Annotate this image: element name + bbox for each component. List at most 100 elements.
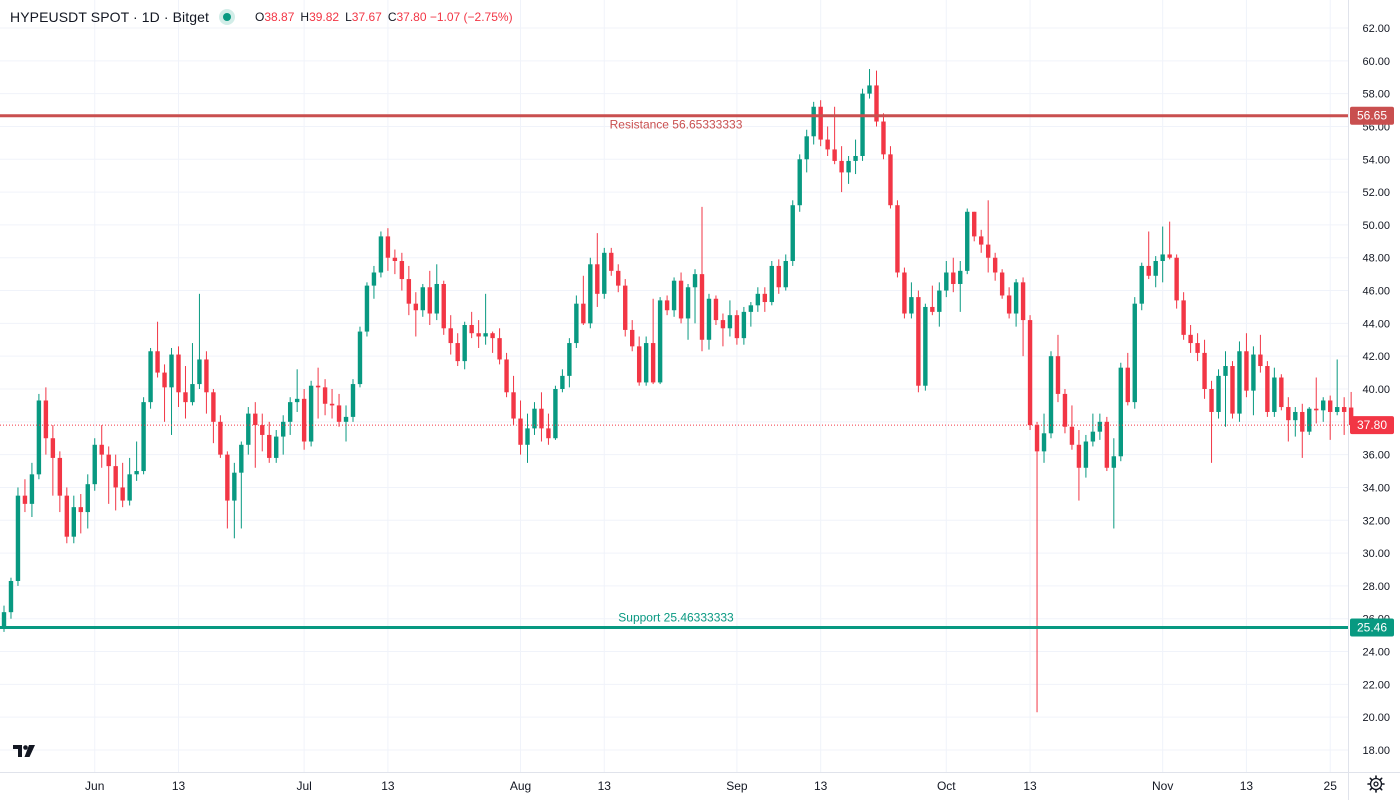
candle[interactable] [274, 430, 279, 463]
candle[interactable] [448, 315, 453, 355]
candle[interactable] [937, 282, 942, 327]
candle[interactable] [490, 331, 495, 353]
candle[interactable] [462, 321, 467, 370]
candle[interactable] [616, 264, 621, 293]
candle[interactable] [1230, 361, 1235, 419]
candle[interactable] [1048, 351, 1054, 439]
candle[interactable] [92, 438, 97, 491]
candle[interactable] [581, 275, 586, 326]
candle[interactable] [1006, 287, 1012, 319]
candle[interactable] [867, 69, 872, 99]
candle[interactable] [588, 257, 593, 329]
candle[interactable] [1265, 361, 1270, 417]
candle[interactable] [162, 364, 167, 422]
candle[interactable] [965, 208, 970, 275]
candle[interactable] [1300, 403, 1305, 458]
candle[interactable] [979, 229, 984, 253]
candle[interactable] [1020, 277, 1026, 357]
candle[interactable] [553, 385, 558, 440]
candle[interactable] [420, 283, 425, 317]
candle[interactable] [727, 300, 733, 337]
candle[interactable] [15, 487, 21, 586]
candle[interactable] [776, 259, 781, 294]
candle[interactable] [169, 347, 174, 435]
candle[interactable] [630, 320, 635, 352]
time-axis[interactable]: Jun 13 Jul 13 Aug 13 Sep 13 Oct 13 Nov 13 25 [0, 772, 1400, 794]
candle[interactable] [504, 352, 509, 398]
candle[interactable] [539, 392, 544, 442]
candle[interactable] [951, 257, 956, 293]
candle[interactable] [790, 200, 795, 266]
candle[interactable] [1258, 334, 1263, 373]
candle[interactable] [992, 252, 998, 281]
candle[interactable] [204, 351, 209, 414]
candle[interactable] [148, 347, 153, 409]
candle[interactable] [315, 367, 321, 419]
candle[interactable] [190, 343, 195, 406]
candle[interactable] [336, 393, 342, 427]
candle[interactable] [881, 113, 886, 160]
candle[interactable] [888, 146, 893, 209]
candle[interactable] [1076, 430, 1082, 501]
candle[interactable] [734, 310, 740, 345]
candle[interactable] [1307, 407, 1312, 435]
candle[interactable] [232, 462, 237, 539]
candle[interactable] [120, 462, 125, 508]
candle[interactable] [518, 400, 523, 455]
candle[interactable] [1251, 346, 1256, 416]
candle[interactable] [825, 126, 830, 156]
candle[interactable] [197, 293, 202, 389]
candle[interactable] [413, 292, 419, 337]
candle[interactable] [434, 264, 439, 321]
candle[interactable] [1237, 341, 1242, 422]
candle[interactable] [609, 247, 614, 276]
candle[interactable] [497, 328, 502, 365]
candle[interactable] [218, 415, 223, 458]
candle[interactable] [671, 277, 677, 317]
tradingview-logo-icon[interactable] [8, 738, 40, 764]
candle[interactable] [818, 100, 823, 147]
candle[interactable] [860, 88, 865, 161]
candle[interactable] [253, 402, 258, 468]
candle[interactable] [1013, 279, 1019, 327]
candle[interactable] [155, 321, 160, 378]
candle[interactable] [525, 413, 530, 463]
candle[interactable] [294, 369, 300, 412]
candle[interactable] [720, 313, 726, 347]
candle[interactable] [1195, 333, 1200, 362]
candle[interactable] [43, 387, 49, 455]
candle[interactable] [748, 302, 754, 327]
candle[interactable] [483, 293, 488, 345]
candle[interactable] [1034, 421, 1040, 713]
candle[interactable] [1181, 292, 1186, 340]
candle[interactable] [1041, 413, 1047, 463]
candle[interactable] [1069, 405, 1075, 450]
candle[interactable] [846, 155, 851, 184]
candle[interactable] [1125, 352, 1130, 406]
candle[interactable] [239, 441, 244, 529]
candle[interactable] [1139, 262, 1144, 311]
candle[interactable] [1160, 226, 1165, 283]
candle[interactable] [29, 462, 35, 517]
candle[interactable] [1167, 221, 1172, 260]
candle[interactable] [636, 336, 642, 386]
candle[interactable] [260, 413, 265, 452]
candle[interactable] [853, 139, 858, 175]
candle[interactable] [455, 333, 460, 367]
candle[interactable] [1334, 359, 1340, 416]
candle[interactable] [246, 407, 251, 455]
candle[interactable] [71, 495, 76, 544]
candle[interactable] [678, 272, 684, 324]
candle[interactable] [267, 421, 272, 463]
candle[interactable] [287, 397, 293, 435]
candle[interactable] [343, 405, 349, 442]
candle[interactable] [1097, 413, 1103, 440]
candle[interactable] [406, 265, 412, 316]
candle[interactable] [134, 441, 139, 481]
candle[interactable] [85, 474, 90, 529]
candle[interactable] [811, 101, 816, 145]
candle[interactable] [902, 267, 907, 319]
price-axis[interactable]: 18.0020.0022.0024.0026.0028.0030.0032.00… [1348, 0, 1395, 800]
candle[interactable] [713, 295, 719, 326]
candle[interactable] [64, 487, 70, 544]
